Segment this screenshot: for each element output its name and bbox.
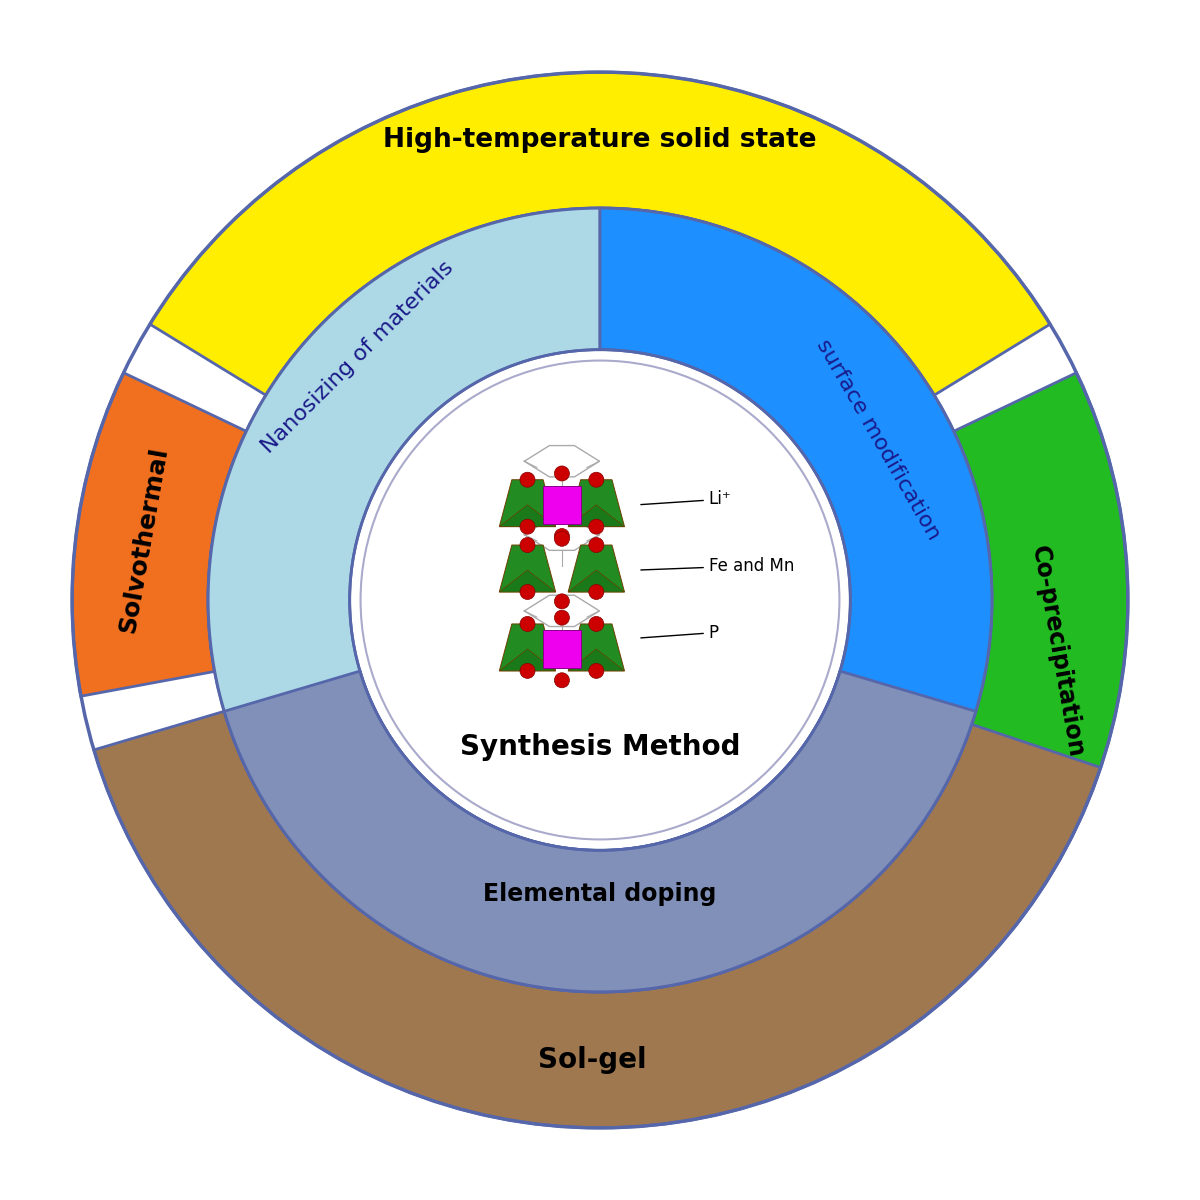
Text: Co-precipitation: Co-precipitation	[1026, 545, 1087, 760]
Circle shape	[520, 584, 535, 600]
Polygon shape	[499, 545, 556, 592]
Polygon shape	[544, 486, 581, 523]
Circle shape	[554, 673, 570, 688]
Circle shape	[554, 532, 570, 546]
Circle shape	[520, 473, 535, 487]
Circle shape	[520, 617, 535, 631]
Polygon shape	[499, 570, 556, 592]
Circle shape	[520, 664, 535, 678]
Polygon shape	[568, 480, 624, 527]
Polygon shape	[150, 72, 1050, 395]
Polygon shape	[499, 624, 556, 671]
Polygon shape	[499, 649, 556, 671]
Text: Fe and Mn: Fe and Mn	[641, 557, 794, 575]
Text: Sol-gel: Sol-gel	[538, 1045, 647, 1074]
Text: surface modification: surface modification	[812, 336, 943, 544]
Circle shape	[520, 538, 535, 552]
Text: Nanosizing of materials: Nanosizing of materials	[258, 258, 457, 457]
Circle shape	[360, 360, 840, 840]
Circle shape	[554, 610, 570, 625]
Circle shape	[589, 617, 604, 631]
Circle shape	[208, 208, 992, 992]
Polygon shape	[907, 373, 1128, 929]
Circle shape	[589, 520, 604, 534]
Text: Solvothermal: Solvothermal	[116, 445, 173, 635]
Polygon shape	[568, 505, 624, 527]
Polygon shape	[499, 505, 556, 527]
Polygon shape	[208, 208, 600, 992]
Circle shape	[589, 664, 604, 678]
Text: Synthesis Method: Synthesis Method	[460, 733, 740, 761]
Circle shape	[554, 528, 570, 544]
Polygon shape	[568, 570, 624, 592]
Circle shape	[589, 538, 604, 552]
Circle shape	[554, 594, 570, 608]
Polygon shape	[72, 373, 246, 696]
Polygon shape	[94, 712, 1100, 1128]
Polygon shape	[568, 545, 624, 592]
Circle shape	[67, 67, 1133, 1133]
Polygon shape	[499, 480, 556, 527]
Polygon shape	[568, 624, 624, 671]
Polygon shape	[568, 649, 624, 671]
Circle shape	[554, 466, 570, 481]
Text: P: P	[641, 624, 719, 642]
Circle shape	[589, 473, 604, 487]
Text: Li⁺: Li⁺	[641, 491, 732, 509]
Polygon shape	[600, 208, 992, 992]
Polygon shape	[544, 630, 581, 667]
Text: High-temperature solid state: High-temperature solid state	[383, 127, 817, 154]
Text: Elemental doping: Elemental doping	[484, 882, 716, 906]
Circle shape	[589, 584, 604, 600]
Circle shape	[520, 520, 535, 534]
Polygon shape	[224, 671, 976, 992]
